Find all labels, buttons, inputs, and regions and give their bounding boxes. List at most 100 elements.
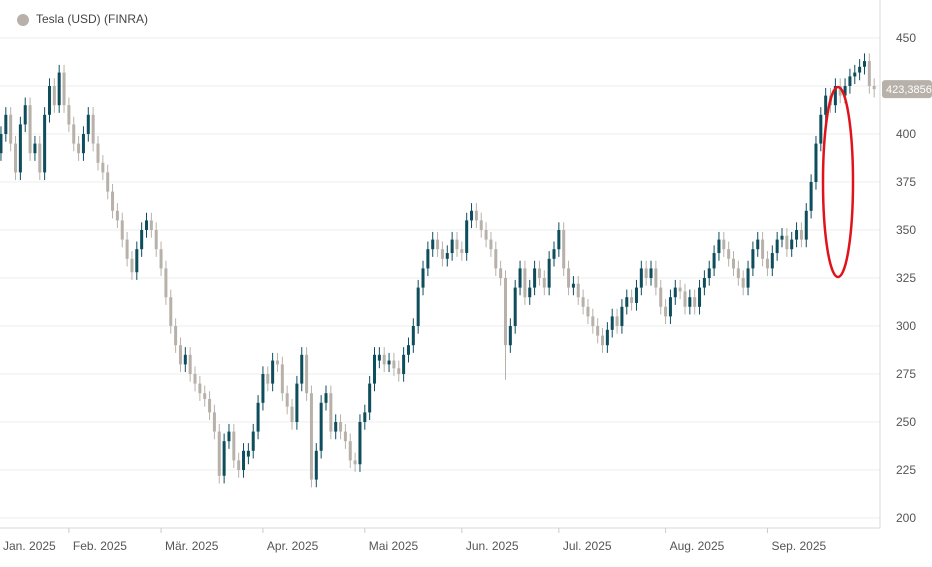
candle-body <box>644 268 648 278</box>
candle-body <box>848 76 852 86</box>
candle-body <box>513 287 517 326</box>
y-tick-label: 450 <box>896 31 916 45</box>
candle-body <box>630 297 634 303</box>
candle-body <box>445 253 449 259</box>
candle-body <box>731 258 735 269</box>
candle-body <box>314 450 318 480</box>
candle-body <box>547 258 551 288</box>
candle-body <box>280 364 284 394</box>
candle-body <box>86 114 90 134</box>
candle-body <box>271 360 275 384</box>
candle-body <box>809 182 813 211</box>
candle-body <box>436 239 440 250</box>
candle-body <box>586 306 590 317</box>
candle-body <box>867 61 871 86</box>
candle-body <box>571 283 575 288</box>
candle-body <box>193 374 197 384</box>
candle-body <box>499 268 503 278</box>
candle-body <box>135 249 139 273</box>
x-tick-label: Aug. 2025 <box>670 539 725 553</box>
candle-body <box>77 143 81 154</box>
candle-body <box>67 105 71 125</box>
y-tick-label: 350 <box>896 223 916 237</box>
candle-body <box>659 287 663 307</box>
candle-body <box>790 239 794 250</box>
x-tick-label: Mai 2025 <box>369 539 419 553</box>
candle-body <box>145 220 149 230</box>
candle-body <box>416 287 420 326</box>
candle-body <box>625 297 629 307</box>
candle-body <box>242 450 246 470</box>
candle-body <box>503 278 507 346</box>
candle-body <box>217 431 221 476</box>
candle-body <box>756 239 760 250</box>
candle-body <box>43 114 47 173</box>
candle-body <box>377 354 381 361</box>
candle-body <box>52 86 56 106</box>
candle-body <box>465 220 469 254</box>
candle-body <box>741 278 745 288</box>
candle-body <box>765 258 769 269</box>
candle-body <box>387 360 391 365</box>
candle-body <box>591 316 595 326</box>
candle-body <box>450 239 454 254</box>
candle-body <box>785 235 789 250</box>
candle-body <box>23 105 27 125</box>
candle-body <box>91 114 95 144</box>
last-price-label: 423,3856 <box>886 84 932 96</box>
candle-body <box>4 114 8 134</box>
candle-body <box>305 354 309 394</box>
candle-body <box>183 354 187 365</box>
y-tick-label: 300 <box>896 319 916 333</box>
candle-body <box>256 402 260 432</box>
candle-body <box>702 278 706 288</box>
highlight-ellipse <box>821 85 855 279</box>
candle-body <box>712 253 716 269</box>
candle-body <box>479 220 483 230</box>
candle-body <box>14 143 18 173</box>
x-tick-label: Jul. 2025 <box>563 539 612 553</box>
candle-body <box>688 297 692 307</box>
candle-body <box>746 268 750 288</box>
candle-body <box>106 172 110 192</box>
candle-body <box>775 239 779 254</box>
candle-body <box>576 283 580 298</box>
y-tick-label: 250 <box>896 415 916 429</box>
candle-body <box>411 326 415 346</box>
candle-body <box>814 143 818 182</box>
candle-body <box>542 278 546 288</box>
candle-body <box>57 72 61 106</box>
candle-body <box>668 297 672 317</box>
candle-body <box>727 249 731 259</box>
candle-body <box>460 249 464 254</box>
candle-body <box>285 393 289 407</box>
candle-body <box>639 268 643 288</box>
candle-body <box>824 95 828 115</box>
candle-body <box>770 253 774 269</box>
candle-body <box>329 393 333 432</box>
candle-body <box>567 268 571 288</box>
candle-body <box>426 249 430 269</box>
axes: 200225250275300325350375400425450Jan. 20… <box>3 31 932 553</box>
candle-body <box>38 143 42 173</box>
candle-body <box>28 105 32 154</box>
candle-body <box>557 230 561 250</box>
candle-body <box>227 431 231 442</box>
x-tick-label: Apr. 2025 <box>267 539 319 553</box>
candle-body <box>62 72 66 106</box>
candle-body <box>9 114 13 144</box>
candle-body <box>858 66 862 73</box>
candle-body <box>649 268 653 278</box>
y-tick-label: 375 <box>896 175 916 189</box>
candle-body <box>533 268 537 288</box>
candle-body <box>368 383 372 413</box>
candle-body <box>494 249 498 269</box>
candle-body <box>508 326 512 346</box>
candle-body <box>872 86 876 90</box>
candle-body <box>237 460 241 470</box>
candle-body <box>115 210 119 221</box>
candle-body <box>198 383 202 394</box>
candle-body <box>72 124 76 144</box>
